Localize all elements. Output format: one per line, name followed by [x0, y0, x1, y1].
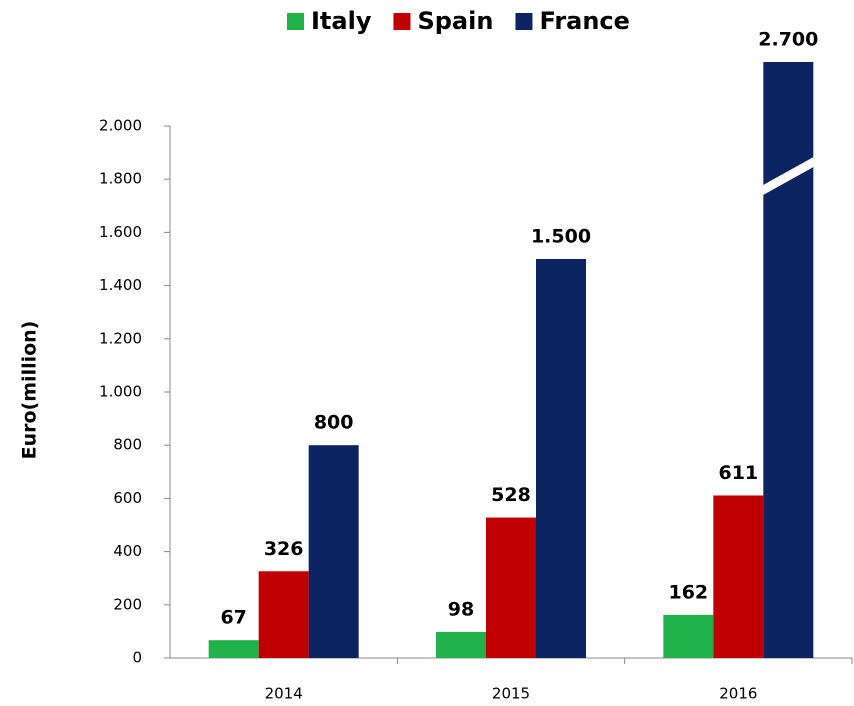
x-tick-label: 2014 — [265, 685, 303, 703]
legend-swatch — [515, 13, 533, 30]
y-tick-label: 1.000 — [99, 383, 142, 401]
y-tick-label: 1.800 — [99, 170, 142, 188]
bar — [536, 259, 586, 658]
bar — [763, 62, 814, 658]
y-tick-label: 1.600 — [99, 223, 142, 241]
legend-label: Italy — [311, 7, 372, 35]
bar — [486, 517, 536, 658]
y-tick-label: 1.400 — [99, 276, 142, 294]
legend-swatch — [393, 13, 411, 30]
y-tick-label: 0 — [132, 649, 142, 667]
bar — [436, 631, 486, 658]
y-tick-label: 200 — [113, 595, 142, 613]
bar — [258, 571, 309, 658]
data-label: 67 — [220, 607, 246, 629]
y-tick-label: 800 — [113, 436, 142, 454]
data-label: 162 — [668, 581, 708, 603]
y-axis-label: Euro(million) — [19, 321, 41, 460]
bar — [713, 495, 764, 658]
data-label: 611 — [718, 462, 758, 484]
y-tick-label: 600 — [113, 489, 142, 507]
data-label: 528 — [491, 484, 531, 506]
y-tick-label: 400 — [113, 542, 142, 560]
legend-swatch — [287, 13, 304, 30]
bar — [663, 614, 714, 658]
bar — [308, 445, 359, 658]
legend-label: Spain — [417, 7, 493, 35]
legend-label: France — [539, 7, 629, 35]
x-tick-label: 2016 — [719, 685, 757, 703]
axis-break — [761, 156, 816, 196]
y-tick-label: 1.200 — [99, 329, 142, 347]
x-tick-label: 2015 — [492, 685, 530, 703]
bar — [208, 640, 259, 658]
y-tick-label: 2.000 — [99, 117, 142, 135]
data-label: 1.500 — [531, 226, 591, 248]
data-label: 98 — [448, 598, 474, 620]
data-label: 800 — [314, 412, 354, 434]
data-label: 2.700 — [758, 29, 818, 51]
data-label: 326 — [264, 538, 304, 560]
